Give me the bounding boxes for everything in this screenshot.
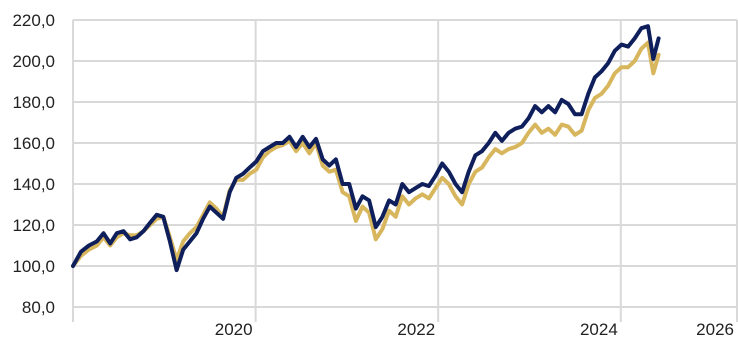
x-tick-label: 2024 [580, 320, 618, 339]
vertical-gridlines [72, 20, 738, 322]
x-tick-label: 2022 [397, 320, 435, 339]
y-tick-label: 200,0 [12, 52, 55, 71]
y-tick-label: 100,0 [12, 257, 55, 276]
y-axis-tick-labels: 80,0 100,0 120,0 140,0 160,0 180,0 200,0 220,0 [12, 11, 55, 317]
horizontal-gridlines [73, 19, 737, 308]
y-tick-label: 120,0 [12, 216, 55, 235]
series-lines [71, 24, 661, 273]
x-axis-tick-labels: 2020 2022 2024 2026 [215, 320, 734, 339]
x-tick-label: 2026 [696, 320, 734, 339]
x-tick-label: 2020 [215, 320, 253, 339]
y-tick-label: 160,0 [12, 134, 55, 153]
y-tick-label: 180,0 [12, 93, 55, 112]
y-tick-label: 140,0 [12, 175, 55, 194]
y-tick-label: 80,0 [22, 298, 55, 317]
series-2-line [71, 40, 661, 268]
series-1-line [71, 24, 661, 273]
y-tick-label: 220,0 [12, 11, 55, 30]
